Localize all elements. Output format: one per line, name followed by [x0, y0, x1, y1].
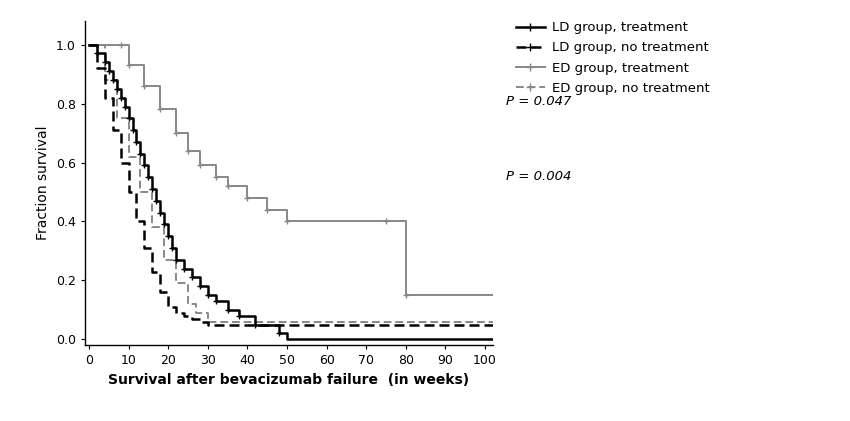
Text: P = 0.004: P = 0.004	[506, 171, 571, 183]
X-axis label: Survival after bevacizumab failure  (in weeks): Survival after bevacizumab failure (in w…	[109, 373, 469, 387]
Y-axis label: Fraction survival: Fraction survival	[37, 126, 50, 240]
Legend: LD group, treatment, LD group, no treatment, ED group, treatment, ED group, no t: LD group, treatment, LD group, no treatm…	[516, 21, 709, 95]
Text: P = 0.047: P = 0.047	[506, 95, 571, 107]
